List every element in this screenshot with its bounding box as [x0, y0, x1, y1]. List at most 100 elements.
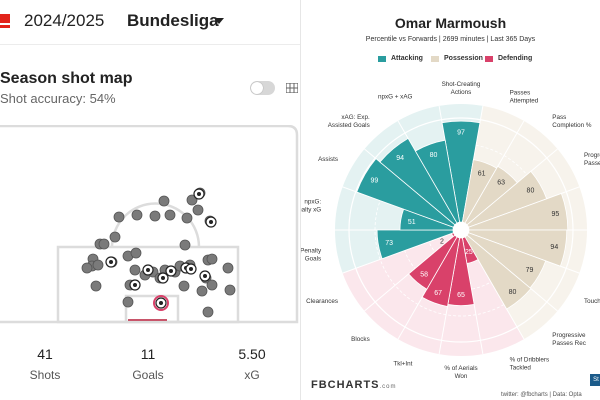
shot-marker[interactable]: [202, 306, 214, 318]
statsbomb-badge: St: [590, 374, 600, 386]
stat-label: Shots: [29, 368, 61, 382]
radar-value-label: 94: [396, 155, 404, 162]
goal-ball-icon[interactable]: [205, 216, 217, 228]
competition-header: 2024/2025 Bundesliga: [0, 0, 300, 45]
stat-xg: 5.50 xG: [212, 346, 292, 382]
radar-value-label: 79: [526, 267, 534, 274]
brand-suffix: .com: [379, 384, 397, 390]
radar-metric-label: Shot-Creating Actions: [442, 81, 481, 96]
shot-marker[interactable]: [206, 279, 218, 291]
shot-marker[interactable]: [179, 239, 191, 251]
radar-value-label: 80: [509, 289, 517, 296]
radar-metric-label: Touches: [584, 298, 600, 305]
radar-center: [453, 222, 469, 238]
radar-metric-label: Clearances: [306, 298, 338, 305]
panel-divider: [300, 0, 301, 400]
chevron-down-icon[interactable]: [214, 18, 224, 24]
radar-metric-label: % of Dribblers Tackled: [510, 356, 550, 371]
legend-defending: Defending: [485, 55, 532, 62]
shot-marker[interactable]: [131, 209, 143, 221]
radar-value-label: 95: [551, 211, 559, 218]
stat-goals: 11 Goals: [108, 346, 188, 382]
player-name: Omar Marmoush: [394, 15, 507, 31]
shot-marker[interactable]: [149, 210, 161, 222]
radar-panel: Omar Marmoush Percentile vs Forwards | 2…: [301, 0, 600, 400]
legend-attacking: Attacking: [378, 55, 423, 62]
shot-marker[interactable]: [129, 264, 141, 276]
grid-icon[interactable]: [286, 83, 298, 93]
radar-metric-label: % of Aerials Won: [444, 365, 477, 380]
legend-swatch: [378, 55, 386, 62]
shot-map-pitch: [0, 125, 299, 324]
shot-marker[interactable]: [113, 211, 125, 223]
data-credit: twitter: @fbcharts | Data: Opta: [501, 392, 582, 398]
goal-ball-icon[interactable]: [142, 264, 154, 276]
shot-marker[interactable]: [164, 209, 176, 221]
shot-marker[interactable]: [122, 296, 134, 308]
goal-ball-icon[interactable]: [155, 297, 167, 309]
stat-label: Goals: [132, 368, 164, 382]
pitch-arc: [110, 202, 201, 248]
toggle-knob: [251, 82, 263, 94]
radar-metric-label: Progressive Passes Rec: [552, 332, 586, 347]
shot-map-panel: 2024/2025 Bundesliga Season shot map Sho…: [0, 0, 300, 382]
shot-marker[interactable]: [109, 231, 121, 243]
legend-label: Possession: [444, 55, 483, 62]
stat-value: 5.50: [238, 346, 266, 362]
goal-ball-icon[interactable]: [185, 263, 197, 275]
radar-metric-label: npxG + xAG: [378, 94, 413, 101]
shot-marker[interactable]: [222, 262, 234, 274]
stat-label: xG: [244, 368, 260, 382]
shot-marker[interactable]: [206, 253, 218, 265]
fbcharts-logo: FBCHARTS.com: [311, 379, 397, 391]
goal-ball-icon[interactable]: [165, 265, 177, 277]
radar-metric-label: Pass Completion %: [552, 114, 592, 129]
shot-marker[interactable]: [92, 259, 104, 271]
shot-marker[interactable]: [186, 194, 198, 206]
legend-swatch: [431, 55, 439, 62]
shot-marker[interactable]: [81, 262, 93, 274]
shot-marker[interactable]: [178, 280, 190, 292]
radar-value-label: 73: [385, 240, 393, 247]
legend-possession: Possession: [431, 55, 483, 62]
shot-marker[interactable]: [158, 195, 170, 207]
radar-value-label: 80: [527, 187, 535, 194]
season-selector[interactable]: 2024/2025: [24, 11, 105, 30]
bundesliga-logo-icon: [0, 14, 10, 28]
shot-marker[interactable]: [224, 284, 236, 296]
radar-metric-label: Passes Attempted: [510, 90, 539, 105]
radar-value-label: 67: [434, 290, 442, 297]
radar-value-label: 58: [420, 271, 428, 278]
shot-marker[interactable]: [130, 247, 142, 259]
radar-value-label: 80: [430, 152, 438, 159]
six-yard-box: [124, 294, 180, 324]
radar-metric-label: Assists: [318, 156, 338, 163]
radar-value-label: 25: [465, 249, 473, 256]
shot-marker[interactable]: [196, 285, 208, 297]
shots-layer: [81, 187, 236, 318]
radar-metric-label: Tkl+Int: [393, 360, 412, 367]
shot-marker[interactable]: [181, 212, 193, 224]
percentile-radar-chart: 97 61 63 80 95 94 79 80 25 65 67 58 2 73 51 99 94 80 Shot-…: [301, 81, 600, 380]
shot-marker[interactable]: [192, 204, 204, 216]
stat-shots: 41 Shots: [5, 346, 85, 382]
goal-ball-icon[interactable]: [105, 256, 117, 268]
radar-sector-bg: [342, 232, 455, 311]
pitch-outline: [0, 125, 299, 324]
goal-ball-icon[interactable]: [193, 188, 205, 200]
shot-map-title: Season shot map: [0, 70, 133, 87]
radar-value-label: 61: [478, 171, 486, 178]
radar-metric-label: Blocks: [351, 336, 370, 343]
goal-ball-icon[interactable]: [129, 279, 141, 291]
shot-marker[interactable]: [90, 280, 102, 292]
shot-marker[interactable]: [98, 238, 110, 250]
goal-ball-icon[interactable]: [157, 272, 169, 284]
selected-goal-marker[interactable]: [153, 295, 169, 311]
legend-label: Attacking: [391, 55, 423, 62]
league-selector[interactable]: Bundesliga: [127, 11, 219, 30]
radar-value-label: 51: [408, 219, 416, 226]
goal-ball-icon[interactable]: [199, 270, 211, 282]
xg-toggle[interactable]: [250, 81, 275, 95]
